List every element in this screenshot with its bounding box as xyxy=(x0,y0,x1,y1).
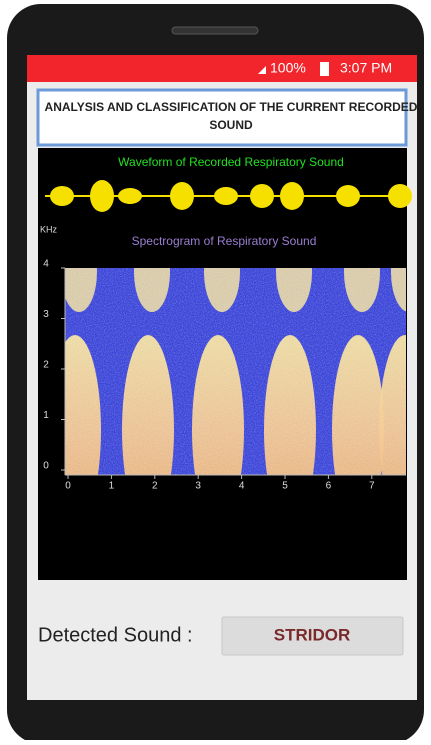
wave-burst xyxy=(214,187,238,205)
header-title-line2: SOUND xyxy=(209,118,253,132)
x-tick-label: 7 xyxy=(369,481,375,492)
wave-burst xyxy=(336,185,360,207)
x-tick-label: 4 xyxy=(239,481,245,492)
waveform-title: Waveform of Recorded Respiratory Sound xyxy=(118,155,344,169)
wave-burst xyxy=(50,186,74,206)
spectrogram xyxy=(65,268,406,475)
header-title-line1: ANALYSIS AND CLASSIFICATION OF THE CURRE… xyxy=(45,100,418,114)
result-button[interactable] xyxy=(221,616,404,656)
clock: 3:07 PM xyxy=(340,60,392,76)
y-tick-label: 4 xyxy=(43,259,49,270)
wave-burst xyxy=(170,182,194,210)
status-bar xyxy=(27,55,417,82)
wave-burst xyxy=(388,184,412,208)
y-axis-label: KHz xyxy=(40,224,58,234)
x-tick-label: 6 xyxy=(326,481,332,492)
y-tick-label: 3 xyxy=(43,309,49,320)
waveform xyxy=(45,180,412,212)
wave-burst xyxy=(118,188,142,204)
speaker xyxy=(171,26,259,35)
y-tick-label: 0 xyxy=(43,461,49,472)
wave-burst xyxy=(280,182,304,210)
result-value[interactable]: STRIDOR xyxy=(274,625,351,644)
wave-burst xyxy=(90,180,114,212)
spectrogram-title: Spectrogram of Respiratory Sound xyxy=(132,234,317,248)
battery-percent: 100% xyxy=(270,60,306,76)
x-tick-label: 3 xyxy=(195,481,201,492)
result-label: Detected Sound : xyxy=(38,624,193,646)
x-tick-label: 2 xyxy=(152,481,158,492)
wave-burst xyxy=(250,184,274,208)
battery-icon xyxy=(320,62,329,76)
y-tick-label: 2 xyxy=(43,360,49,371)
x-tick-label: 0 xyxy=(65,481,71,492)
header-box xyxy=(36,88,408,147)
x-tick-label: 5 xyxy=(282,481,288,492)
y-tick-label: 1 xyxy=(43,410,49,421)
x-tick-label: 1 xyxy=(109,481,115,492)
signal-icon xyxy=(258,66,266,74)
